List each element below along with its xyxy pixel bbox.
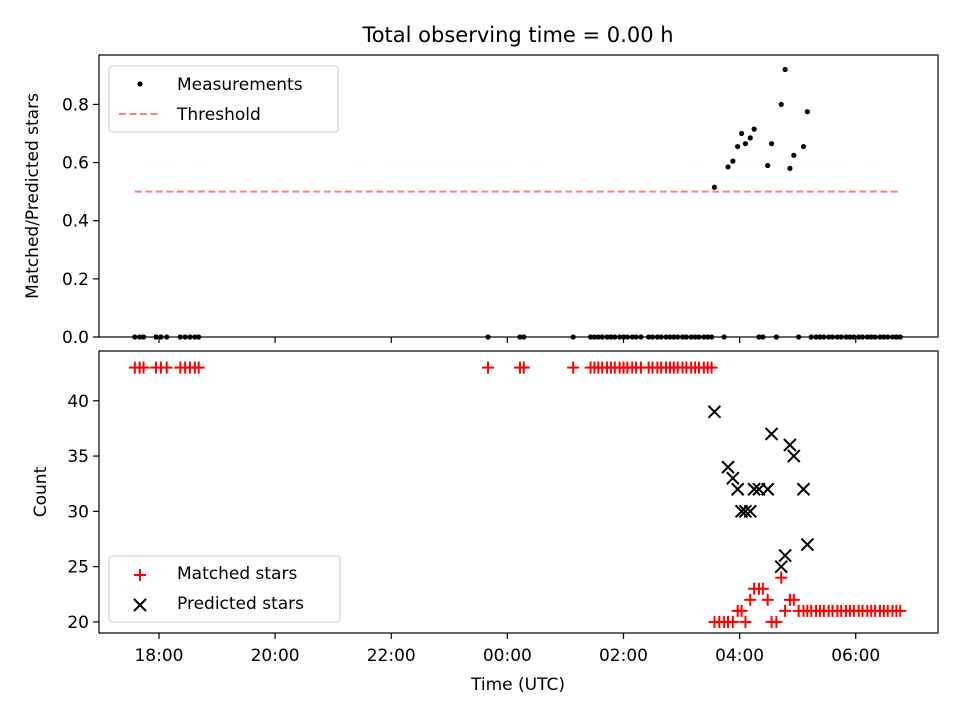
bottom-y-tick-label: 20 [67,613,89,633]
top-panel: 0.00.20.40.60.8 Matched/Predicted stars … [23,54,939,348]
top-y-tick-label: 0.0 [62,328,89,348]
bottom-y-tick-label: 40 [67,392,89,412]
top-legend: Measurements Threshold [108,65,339,133]
x-tick-label: 00:00 [483,646,532,666]
measurement-point [751,126,757,132]
top-y-tick-label: 0.8 [62,95,89,115]
matched-star-point [192,361,205,374]
bottom-y-ticks: 20 25 30 35 40 [67,392,99,633]
legend-marker-predicted-stars [133,598,147,612]
top-axes-frame [98,54,939,338]
measurement-point [711,184,718,190]
bottom-axes-frame [98,350,939,634]
predicted-star-point [796,482,811,496]
measurement-point [768,141,775,147]
predicted-star-point [783,438,797,452]
bottom-y-tick-label: 25 [67,558,89,578]
legend-label-threshold: Threshold [176,105,261,125]
legend-label-matched-stars: Matched stars [177,564,297,584]
legend-marker-matched-stars [134,569,146,581]
predicted-star-point [707,405,722,419]
x-tick-label: 06:00 [831,646,880,666]
x-tick-label: 02:00 [599,646,648,666]
measurement-point [725,164,731,170]
predicted-star-point [774,559,788,574]
matched-star-point [770,615,783,628]
measurement-point [742,141,749,147]
measurement-point [747,135,753,141]
top-y-axis-label: Matched/Predicted stars [23,93,43,299]
top-y-tick-label: 0.2 [62,270,89,290]
predicted-star-point [787,449,801,463]
bottom-panel: 20 25 30 35 40 18:00 20:00 22:00 00:00 02:00 04:0… [31,350,939,695]
measurement-point [787,165,793,171]
top-y-tick-label: 0.4 [62,212,89,232]
bottom-y-axis-label: Count [31,466,51,517]
chart-title: Total observing time = 0.00 h [361,23,673,47]
measurement-point [791,152,797,158]
top-legend-frame [108,65,339,133]
measurement-point [778,101,784,108]
measurement-point [800,143,807,150]
top-y-ticks: 0.0 0.2 0.4 0.6 0.8 [62,95,99,348]
bottom-plot-area [128,361,907,628]
predicted-star-point [800,537,815,552]
measurement-point [782,66,788,73]
predicted-star-point [747,482,761,496]
top-x-ticks [158,337,857,343]
predicted-star-point [764,427,779,441]
x-tick-label: 04:00 [715,646,764,666]
bottom-legend-frame [108,555,341,623]
matched-star-point [779,604,792,617]
predicted-star-point [778,548,792,563]
top-y-tick-label: 0.6 [62,154,89,174]
predicted-star-point [730,482,745,496]
matched-star-point [567,361,580,374]
matched-star-point [894,604,907,617]
x-tick-label: 18:00 [134,646,183,666]
matched-star-point [756,582,769,595]
measurement-point [730,158,736,164]
measurement-point [738,130,745,137]
x-tick-label: 22:00 [367,646,416,666]
predicted-star-point [726,471,740,485]
bottom-y-tick-label: 35 [67,447,89,467]
x-tick-label: 20:00 [251,646,300,666]
matched-star-point [744,593,757,606]
measurement-point [765,162,771,169]
legend-label-predicted-stars: Predicted stars [177,594,304,614]
legend-label-measurements: Measurements [177,75,303,95]
predicted-star-point [721,460,735,474]
matched-star-point [739,615,752,628]
bottom-x-ticks: 18:00 20:00 22:00 00:00 02:00 04:00 06:00 [134,633,880,666]
measurement-point [804,109,810,115]
predicted-star-point [760,482,775,496]
x-axis-label: Time (UTC) [470,675,565,695]
bottom-legend: Matched stars Predicted stars [108,555,341,623]
matched-star-point [137,361,150,374]
matched-star-point [160,361,173,374]
matched-star-point [517,361,530,374]
predicted-star-point [738,504,753,519]
matched-star-point [735,604,748,617]
matched-star-point [705,361,718,374]
bottom-y-tick-label: 30 [67,502,89,522]
matched-star-point [726,615,739,628]
matched-star-point [775,571,788,584]
matched-star-point [482,361,495,374]
measurement-point [735,143,741,150]
predicted-star-point [743,504,757,519]
matched-star-point [761,593,774,606]
legend-marker-measurements [137,81,143,87]
matched-star-point [787,593,800,606]
